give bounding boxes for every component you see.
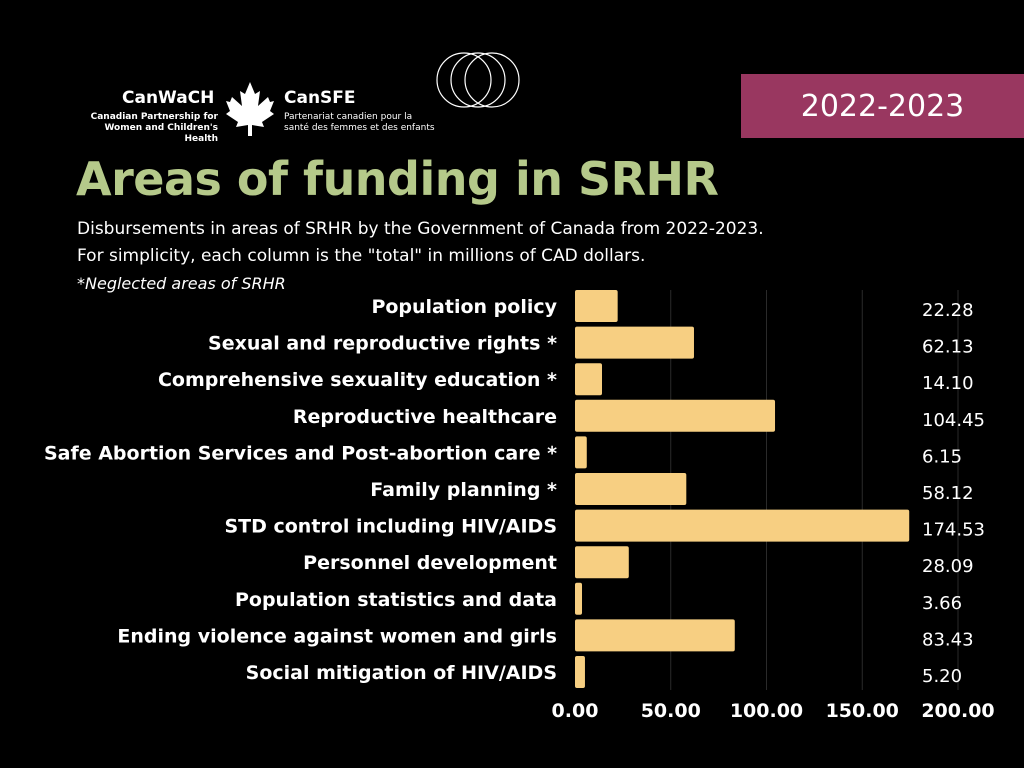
logo-en-name: CanWaCH bbox=[122, 88, 215, 108]
logo-fr-subtitle: Partenariat canadien pour la santé des f… bbox=[284, 112, 454, 134]
bar bbox=[575, 473, 687, 505]
category-label: Safe Abortion Services and Post-abortion… bbox=[44, 442, 557, 464]
bar bbox=[575, 582, 583, 615]
x-tick-label: 100.00 bbox=[730, 700, 803, 722]
value-label: 62.13 bbox=[922, 337, 974, 358]
value-label: 104.45 bbox=[922, 410, 985, 431]
logo: CanWaCH Canadian Partnership for Women a… bbox=[78, 80, 448, 144]
value-label: 6.15 bbox=[922, 446, 962, 467]
category-label: Population policy bbox=[371, 296, 557, 318]
category-label: Ending violence against women and girls bbox=[117, 625, 557, 647]
value-label: 174.53 bbox=[922, 520, 985, 541]
x-tick-label: 200.00 bbox=[921, 700, 994, 722]
value-label: 3.66 bbox=[922, 593, 962, 614]
bar bbox=[575, 656, 585, 688]
category-label: Family planning * bbox=[370, 479, 557, 501]
overlapping-rings-icon bbox=[436, 52, 520, 108]
value-label: 14.10 bbox=[922, 373, 974, 394]
category-label: Sexual and reproductive rights * bbox=[208, 333, 557, 355]
logo-en-subtitle-line2: Women and Children's Health bbox=[104, 123, 218, 144]
bar bbox=[575, 326, 694, 359]
category-label: Personnel development bbox=[303, 552, 557, 574]
subtitle-line1: Disbursements in areas of SRHR by the Go… bbox=[77, 219, 764, 239]
category-label: Comprehensive sexuality education * bbox=[158, 369, 557, 391]
chart-title: Areas of funding in SRHR bbox=[76, 152, 719, 206]
logo-fr-subtitle-line1: Partenariat canadien pour la bbox=[284, 112, 413, 122]
bar bbox=[575, 509, 910, 542]
bar bbox=[575, 290, 618, 322]
category-label: Social mitigation of HIV/AIDS bbox=[246, 662, 557, 684]
bar bbox=[575, 619, 735, 652]
neglected-note: *Neglected areas of SRHR bbox=[77, 274, 286, 293]
category-label: Reproductive healthcare bbox=[293, 406, 557, 428]
x-tick-label: 150.00 bbox=[826, 700, 899, 722]
bar bbox=[575, 399, 776, 432]
logo-en-subtitle: Canadian Partnership for Women and Child… bbox=[78, 112, 218, 145]
value-label: 58.12 bbox=[922, 483, 974, 504]
x-tick-label: 50.00 bbox=[641, 700, 701, 722]
maple-leaf-icon bbox=[226, 82, 274, 136]
bar bbox=[575, 436, 587, 469]
year-badge: 2022-2023 bbox=[741, 74, 1024, 138]
value-label: 28.09 bbox=[922, 556, 974, 577]
logo-fr-name: CanSFE bbox=[284, 88, 356, 108]
subtitle: Disbursements in areas of SRHR by the Go… bbox=[77, 216, 937, 297]
value-label: 22.28 bbox=[922, 300, 974, 321]
logo-en-subtitle-line1: Canadian Partnership for bbox=[90, 112, 218, 122]
x-tick-label: 0.00 bbox=[552, 700, 599, 722]
bar bbox=[575, 363, 603, 396]
logo-fr-subtitle-line2: santé des femmes et des enfants bbox=[284, 123, 435, 133]
category-label: STD control including HIV/AIDS bbox=[224, 516, 557, 538]
value-label: 83.43 bbox=[922, 629, 974, 650]
bar bbox=[575, 546, 629, 579]
value-label: 5.20 bbox=[922, 666, 962, 687]
subtitle-line2: For simplicity, each column is the "tota… bbox=[77, 246, 646, 266]
category-label: Population statistics and data bbox=[235, 589, 557, 611]
